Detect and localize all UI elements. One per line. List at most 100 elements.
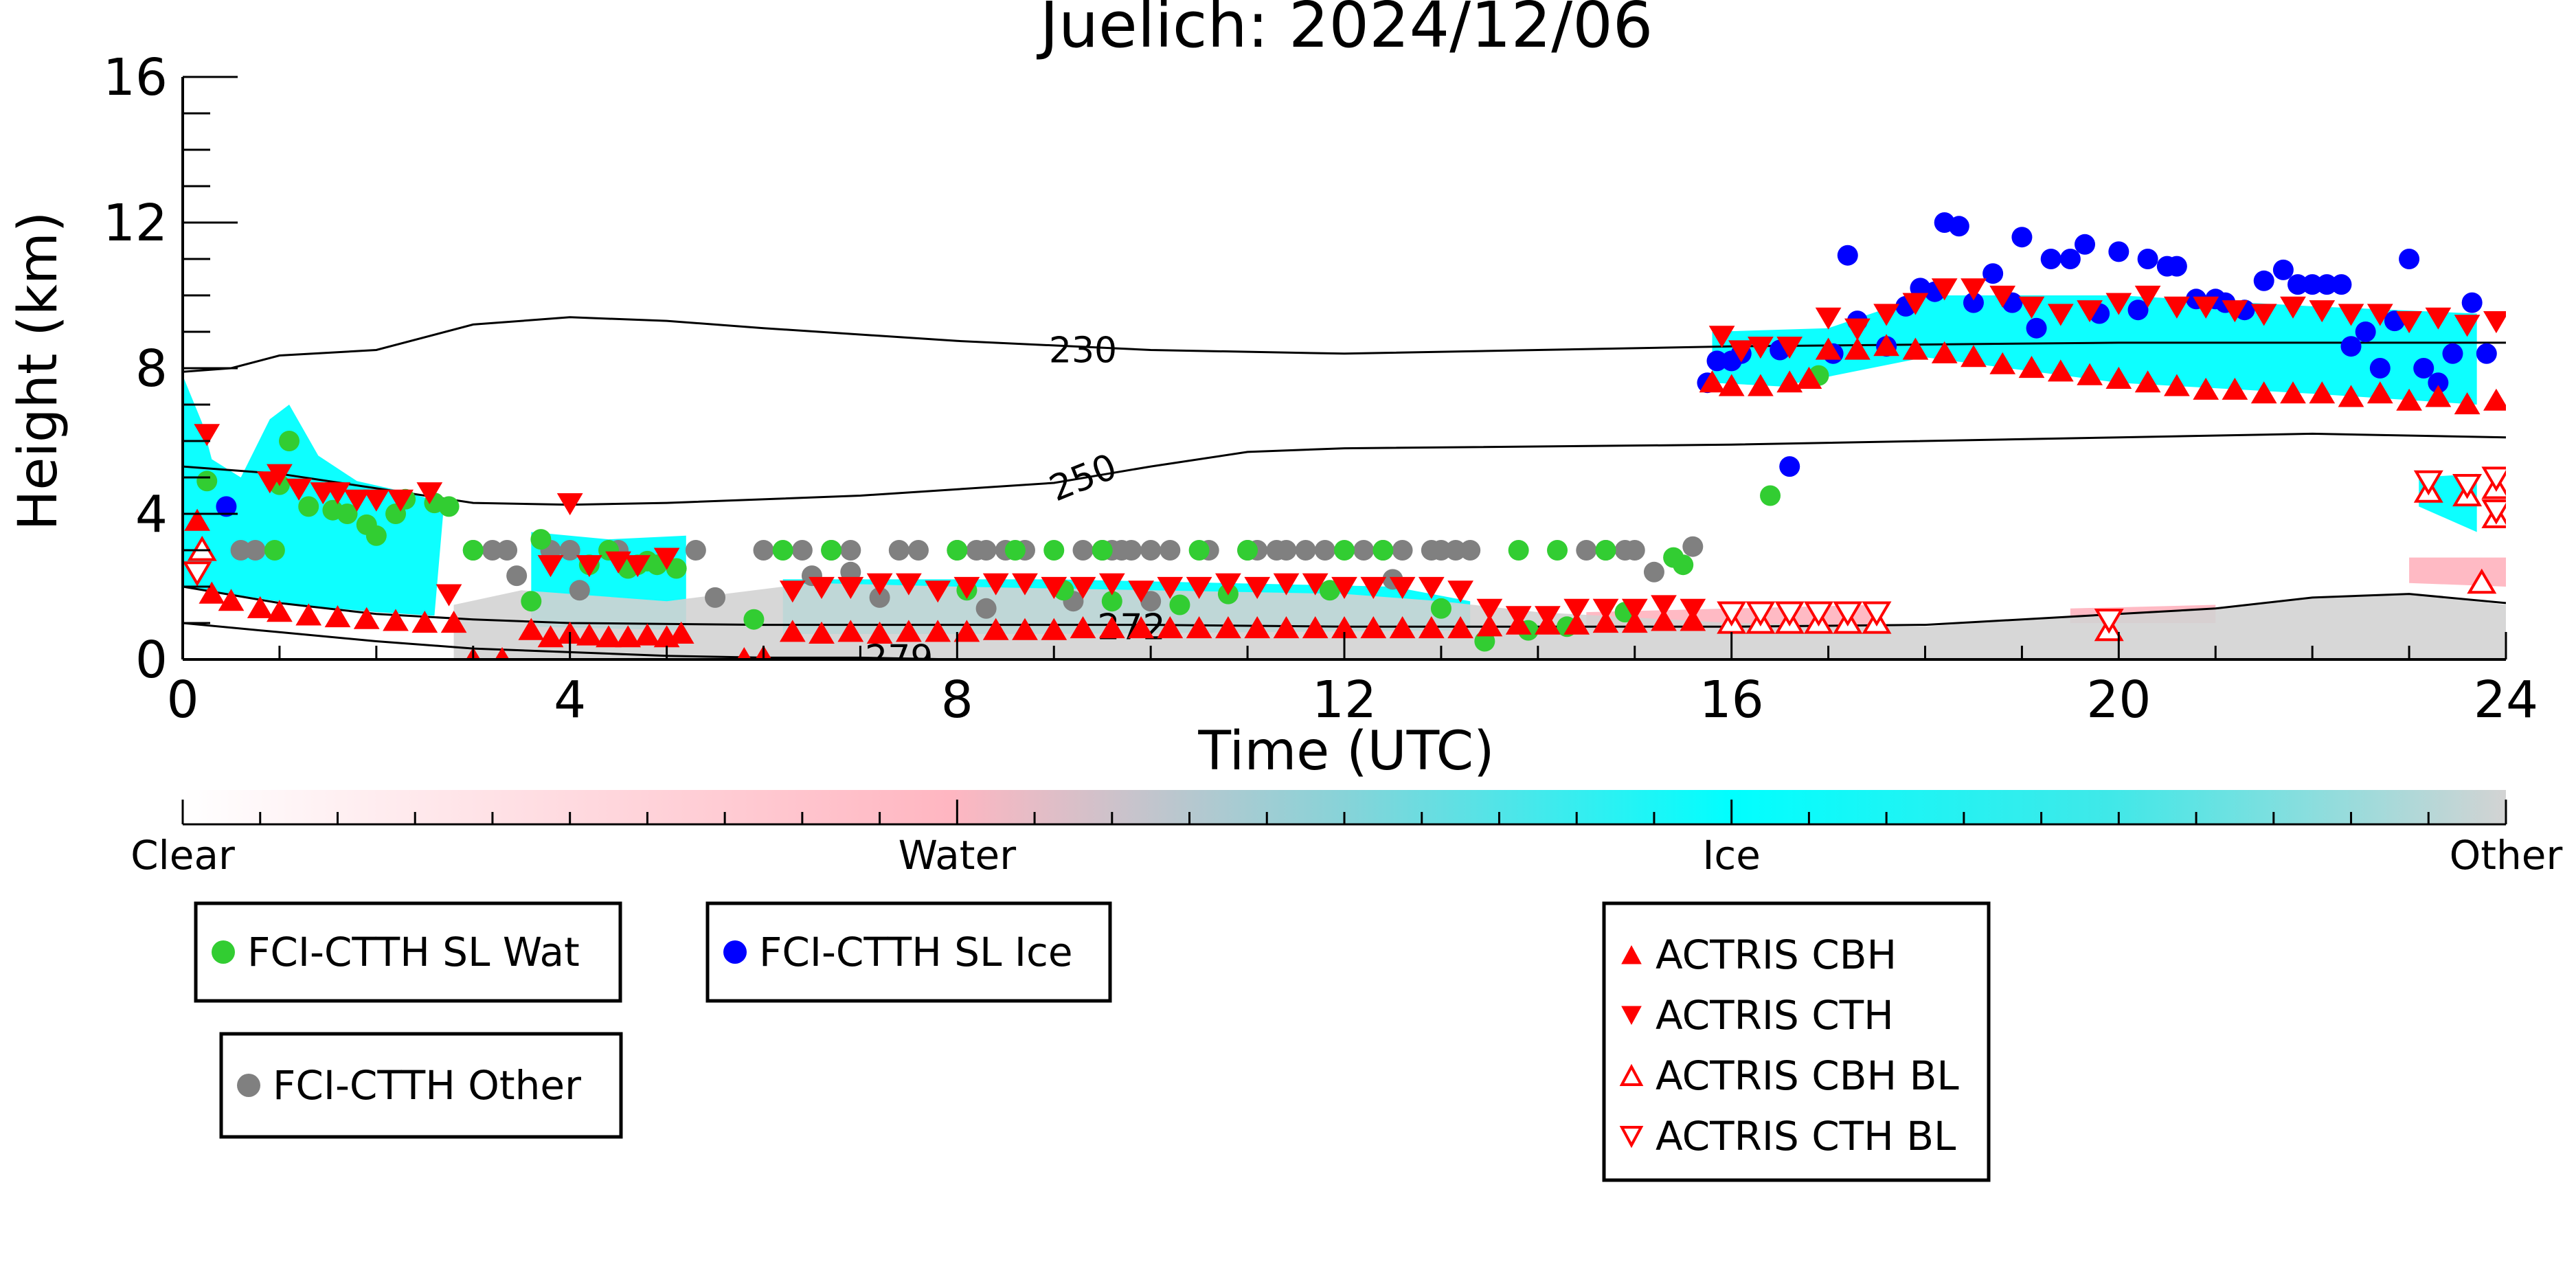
- point-actris-cbh: [1215, 616, 1241, 639]
- point-actris-cbh: [837, 620, 864, 642]
- point-fci-ice: [1982, 263, 2004, 284]
- point-actris-cth: [653, 547, 680, 570]
- point-fci-ice: [2011, 227, 2033, 248]
- point-actris-cbh: [1070, 616, 1096, 639]
- point-fci-wat: [530, 529, 552, 550]
- contour-line-230: [183, 316, 2506, 373]
- point-fci-wat: [1319, 580, 1340, 601]
- point-fci-ice: [2399, 249, 2420, 269]
- point-actris-cth: [1961, 278, 1987, 301]
- point-actris-cth: [2366, 304, 2393, 326]
- point-actris-cbh: [953, 620, 980, 642]
- point-fci-other: [569, 580, 590, 601]
- point-actris-cbh: [615, 625, 642, 648]
- point-fci-other: [1682, 536, 1704, 557]
- legend-label: FCI-CTTH SL Ice: [759, 929, 1073, 975]
- point-actris-cbh: [353, 607, 380, 629]
- point-actris-cbh: [324, 605, 351, 628]
- point-fci-other: [1140, 540, 1162, 561]
- point-actris-cth: [1012, 573, 1038, 596]
- point-actris-cth: [2222, 300, 2248, 323]
- point-actris-cbh: [2134, 370, 2161, 393]
- x-tick-label: 24: [2474, 670, 2538, 730]
- point-actris-cbh: [896, 620, 922, 642]
- point-fci-wat: [947, 540, 968, 561]
- point-fci-other: [888, 540, 909, 561]
- point-actris-cbh: [1592, 611, 1619, 633]
- point-fci-other: [245, 540, 266, 561]
- point-fci-wat: [1547, 540, 1568, 561]
- legend-label: FCI-CTTH SL Wat: [247, 929, 580, 975]
- point-fci-ice: [1706, 350, 1728, 372]
- point-actris-cbh: [2018, 356, 2045, 379]
- x-tick-label: 12: [1312, 670, 1377, 730]
- point-actris-cth: [2454, 315, 2481, 337]
- point-actris-cth-bl: [2094, 609, 2124, 634]
- point-actris-cbh: [809, 621, 835, 644]
- point-actris-cbh: [1989, 352, 2016, 374]
- point-actris-cbh: [518, 618, 545, 640]
- point-actris-cth: [2047, 304, 2074, 326]
- colorbar-label: Ice: [1702, 832, 1761, 879]
- point-fci-ice: [2316, 274, 2338, 295]
- point-fci-wat: [743, 609, 765, 630]
- x-tick-label: 4: [554, 670, 586, 730]
- point-actris-cth: [2193, 296, 2219, 319]
- point-actris-cbh: [295, 603, 322, 626]
- point-fci-wat: [1169, 594, 1190, 615]
- point-actris-cth: [866, 573, 893, 596]
- point-actris-cth-bl: [2413, 470, 2443, 496]
- point-actris-cbh: [383, 609, 409, 631]
- point-actris-cth: [779, 580, 806, 603]
- point-fci-other: [1120, 540, 1142, 561]
- point-actris-cth: [1873, 304, 1899, 326]
- legend-marker-ice: [723, 940, 747, 964]
- point-actris-cbh: [2454, 392, 2481, 415]
- point-fci-wat: [1673, 554, 1694, 576]
- point-actris-cth-bl: [1745, 601, 1776, 627]
- point-actris-cth: [2309, 300, 2336, 323]
- point-actris-cth-bl: [1804, 601, 1833, 627]
- point-fci-other: [1140, 591, 1162, 612]
- point-actris-cth: [1041, 576, 1067, 599]
- point-actris-cth: [267, 464, 293, 486]
- point-actris-cbh: [2047, 359, 2074, 382]
- point-actris-cbh: [2250, 381, 2277, 404]
- point-actris-cbh: [779, 620, 806, 642]
- point-actris-cbh: [1844, 337, 1871, 360]
- point-fci-ice: [2108, 241, 2129, 262]
- point-fci-ice: [2442, 343, 2463, 364]
- cloud-region-water: [2409, 557, 2506, 587]
- x-tick-label: 0: [166, 670, 199, 730]
- point-fci-ice: [1837, 245, 1858, 266]
- point-actris-cth: [343, 489, 370, 512]
- point-actris-cth: [1389, 576, 1416, 599]
- point-fci-other: [1160, 540, 1181, 561]
- point-fci-wat: [337, 504, 358, 524]
- point-actris-cbh: [1815, 337, 1842, 360]
- point-actris-cbh: [576, 623, 602, 646]
- point-actris-cbh: [2309, 381, 2336, 404]
- legend-label: FCI-CTTH Other: [273, 1062, 581, 1109]
- point-actris-cth: [537, 555, 564, 578]
- point-fci-wat: [264, 540, 285, 561]
- point-actris-cth: [1070, 576, 1096, 599]
- point-fci-wat: [1237, 540, 1258, 561]
- point-actris-cbh: [1389, 616, 1416, 639]
- point-actris-cth: [837, 576, 864, 599]
- point-fci-other: [705, 587, 726, 608]
- legend-marker-cbh: [1621, 945, 1642, 964]
- point-actris-cth-bl: [1833, 601, 1863, 627]
- point-fci-wat: [821, 540, 842, 561]
- point-actris-cth: [194, 424, 221, 447]
- point-actris-cbh: [184, 508, 210, 531]
- point-fci-wat: [438, 496, 460, 517]
- point-actris-cth-bl: [2481, 499, 2506, 525]
- point-actris-cth: [1563, 598, 1590, 621]
- point-actris-cth: [1592, 598, 1619, 621]
- point-actris-cth-bl: [1774, 601, 1805, 627]
- point-fci-other: [1624, 540, 1645, 561]
- point-fci-ice: [2476, 343, 2497, 364]
- point-actris-cbh: [1098, 616, 1125, 639]
